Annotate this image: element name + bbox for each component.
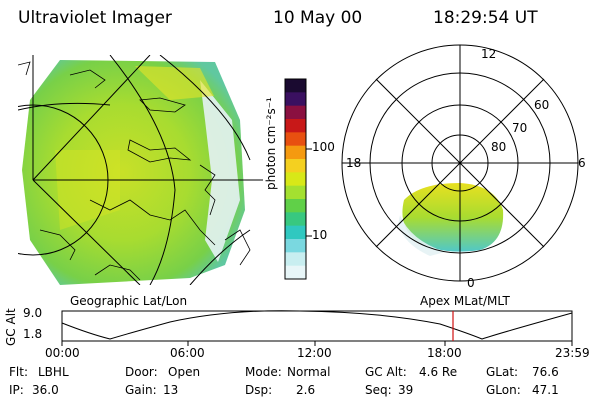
footer-door-key: Door: xyxy=(125,365,158,379)
altitude-ymin: 1.8 xyxy=(23,327,43,341)
time-tick-0600: 06:00 xyxy=(170,346,205,360)
geographic-image xyxy=(18,55,263,285)
time-tick-1800: 18:00 xyxy=(427,346,462,360)
colorbar-tick-10: 10 xyxy=(312,228,328,242)
lat-label-60: 60 xyxy=(534,98,550,112)
coastlines xyxy=(18,61,251,281)
observation-time: 18:29:54 UT xyxy=(433,8,538,28)
footer-mode-key: Mode: xyxy=(245,365,282,379)
lat-label-70: 70 xyxy=(512,121,528,135)
geographic-projection-label: Geographic Lat/Lon xyxy=(70,294,188,308)
colorbar-segment xyxy=(285,159,306,173)
footer-seq-key: Seq: xyxy=(365,383,392,397)
footer-ip-key: IP: xyxy=(9,383,24,397)
colorbar-segment xyxy=(285,199,306,213)
colorbar-segment xyxy=(285,145,306,160)
footer-gcalt-val: 4.6 Re xyxy=(419,365,458,379)
altitude-curve xyxy=(61,310,573,340)
footer-door-val: Open xyxy=(168,365,201,379)
altitude-axis-label: GC Alt xyxy=(4,308,18,346)
colorbar-segment xyxy=(285,132,306,147)
colorbar-segment xyxy=(285,105,306,120)
mlt-label-0: 0 xyxy=(467,276,475,290)
footer-gain-key: Gain: xyxy=(125,383,157,397)
footer-glat-val: 76.6 xyxy=(532,365,559,379)
mlt-label-12: 12 xyxy=(481,47,497,61)
colorbar-segment xyxy=(285,92,306,107)
colorbar-tick-100: 100 xyxy=(312,140,335,154)
colorbar-segment xyxy=(285,225,306,240)
footer-gcalt-key: GC Alt: xyxy=(365,365,407,379)
footer-flt-val: LBHL xyxy=(38,365,69,379)
colorbar-segment xyxy=(285,119,306,133)
time-tick-1200: 12:00 xyxy=(297,346,332,360)
aurora-emission-left xyxy=(22,60,245,285)
colorbar-segment xyxy=(285,172,306,187)
altitude-ymax: 9.0 xyxy=(23,306,43,320)
colorbar-segment xyxy=(285,239,306,253)
mlt-label-18: 18 xyxy=(346,156,362,170)
time-tick-0000: 00:00 xyxy=(45,346,80,360)
colorbar-segment xyxy=(285,79,306,93)
footer-seq-val: 39 xyxy=(398,383,414,397)
mlt-label-6: 6 xyxy=(578,156,586,170)
footer-glat-key: GLat: xyxy=(486,365,519,379)
footer-dsp-key: Dsp: xyxy=(245,383,273,397)
polar-plot xyxy=(341,44,579,282)
colorbar xyxy=(285,79,306,280)
colorbar-segment xyxy=(285,252,306,267)
instrument-title: Ultraviolet Imager xyxy=(18,8,172,28)
footer-flt-key: Flt: xyxy=(9,365,28,379)
altitude-panel xyxy=(61,310,573,346)
footer-mode-val: Normal xyxy=(287,365,331,379)
colorbar-segment xyxy=(285,265,306,280)
footer-gain-val: 13 xyxy=(163,383,179,397)
colorbar-unit-label: photon cm⁻²s⁻¹ xyxy=(264,97,278,190)
footer-ip-val: 36.0 xyxy=(32,383,59,397)
lat-label-80: 80 xyxy=(491,140,507,154)
colorbar-segment xyxy=(285,212,306,227)
footer-dsp-val: 2.6 xyxy=(296,383,316,397)
footer-glon-key: GLon: xyxy=(486,383,521,397)
apex-projection-label: Apex MLat/MLT xyxy=(420,294,510,308)
observation-date: 10 May 00 xyxy=(273,8,363,28)
aurora-emission-polar xyxy=(402,183,504,252)
footer-glon-val: 47.1 xyxy=(532,383,559,397)
time-tick-2359: 23:59 xyxy=(555,346,590,360)
colorbar-segment xyxy=(285,185,306,200)
lat-lon-grid xyxy=(18,55,263,285)
